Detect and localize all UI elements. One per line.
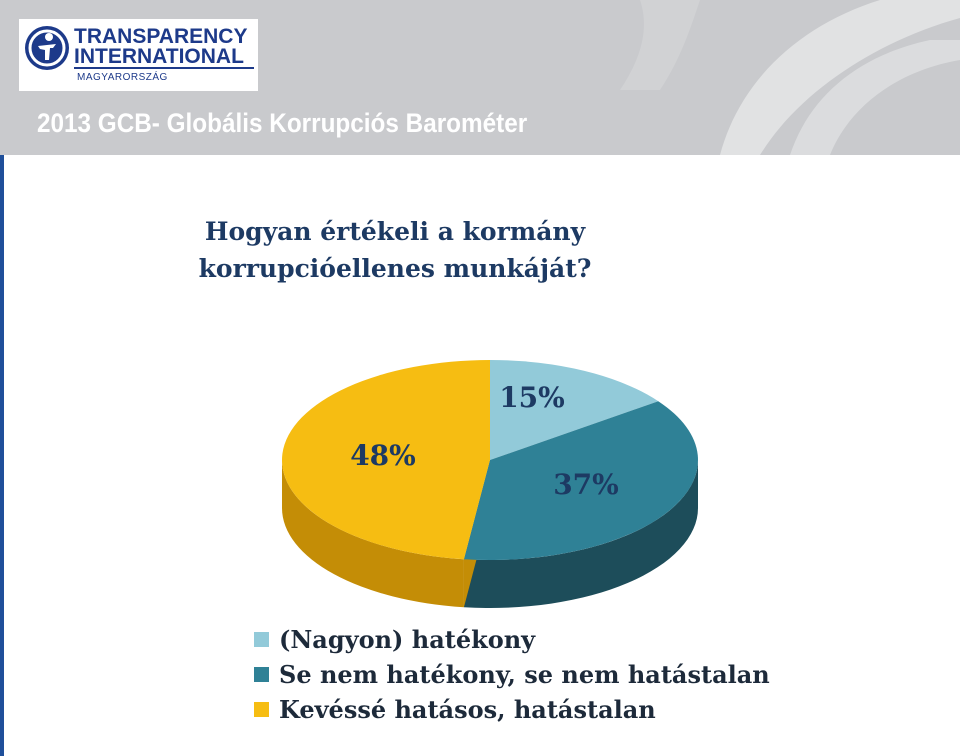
- pie-slice: [281, 360, 490, 560]
- globe-person-icon: [25, 26, 69, 70]
- legend-label: Kevéssé hatásos, hatástalan: [279, 695, 656, 724]
- pie-tops: [281, 360, 699, 561]
- legend-swatch: [254, 667, 269, 682]
- pie-slice-side: [463, 460, 698, 608]
- transparency-international-logo: TRANSPARENCY INTERNATIONAL MAGYARORSZÁG: [19, 19, 258, 91]
- page-title: 2013 GCB- Globális Korrupciós Barométer: [37, 108, 528, 138]
- pie-labels: 15% 37% 48%: [350, 381, 619, 501]
- chart-title: Hogyan értékeli a kormány korrupcióellen…: [150, 213, 640, 287]
- chart-legend: (Nagyon) hatékony Se nem hatékony, se ne…: [254, 622, 770, 727]
- legend-label: Se nem hatékony, se nem hatástalan: [279, 660, 770, 689]
- pie-data-label: 48%: [350, 439, 416, 472]
- left-accent-bar: [0, 155, 4, 756]
- logo-line-2: INTERNATIONAL: [74, 45, 244, 68]
- legend-label: (Nagyon) hatékony: [279, 625, 536, 654]
- pie-data-label: 37%: [553, 468, 619, 501]
- header-decoration: [600, 0, 960, 155]
- legend-item: (Nagyon) hatékony: [254, 622, 770, 657]
- legend-item: Se nem hatékony, se nem hatástalan: [254, 657, 770, 692]
- legend-swatch: [254, 702, 269, 717]
- logo-line-1: TRANSPARENCY: [74, 25, 248, 48]
- logo-subtitle: MAGYARORSZÁG: [77, 72, 168, 83]
- legend-item: Kevéssé hatásos, hatástalan: [254, 692, 770, 727]
- header-banner: TRANSPARENCY INTERNATIONAL MAGYARORSZÁG …: [0, 0, 960, 155]
- logo-rule: [74, 67, 254, 69]
- pie-slice: [463, 401, 699, 561]
- pie-slice: [490, 360, 659, 460]
- legend-swatch: [254, 632, 269, 647]
- chart-title-line-1: Hogyan értékeli a kormány: [204, 217, 586, 246]
- pie-data-label: 15%: [499, 381, 565, 414]
- chart-title-line-2: korrupcióellenes munkáját?: [198, 254, 592, 283]
- pie-slice-side: [282, 460, 464, 608]
